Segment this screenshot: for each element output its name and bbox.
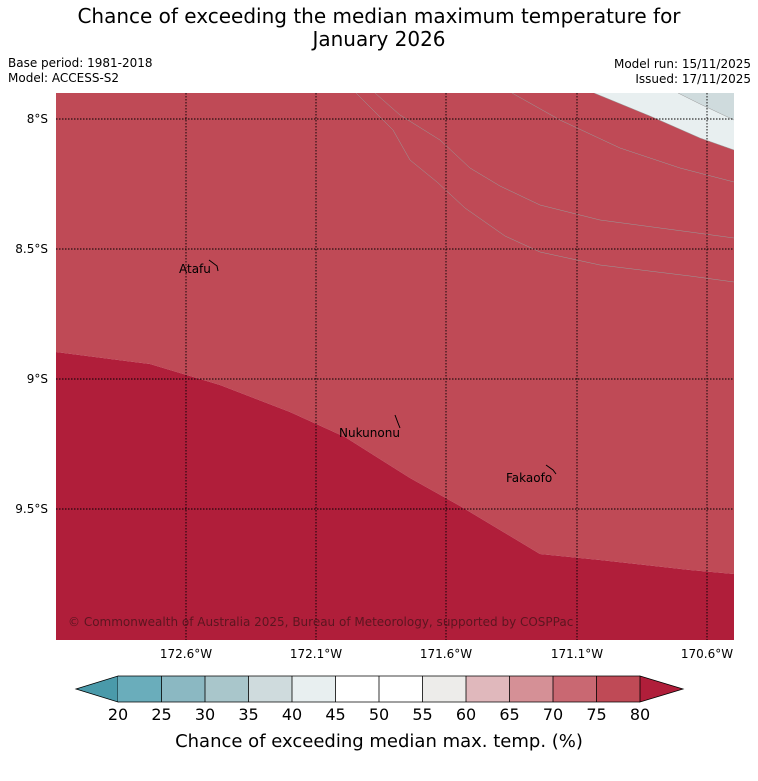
nukunonu-atoll-outline — [394, 414, 401, 429]
lat-label-9-5s: 9.5°S — [15, 502, 48, 516]
issued-date: Issued: 17/11/2025 — [635, 72, 751, 86]
model-name: Model: ACCESS-S2 — [8, 71, 120, 85]
colorbar-tick-35: 35 — [238, 705, 258, 724]
lon-label-171-6w: 171.6°W — [420, 647, 472, 661]
colorbar-bin-40-45 — [292, 676, 336, 702]
colorbar-bin-20-25 — [118, 676, 162, 702]
colorbar-bin-65-70 — [509, 676, 553, 702]
model-info: Base period: 1981-2018 Model: ACCESS-S2 — [8, 56, 153, 86]
place-atafu: Atafu — [179, 262, 211, 276]
colorbar-tick-55: 55 — [412, 705, 432, 724]
colorbar-tick-70: 70 — [543, 705, 563, 724]
colorbar-bin-30-35 — [205, 676, 249, 702]
probability-contours — [56, 93, 734, 640]
atoll-markers — [208, 259, 557, 475]
colorbar-dividers — [118, 675, 640, 703]
place-fakaofo: Fakaofo — [506, 471, 552, 485]
longitude-labels: 172.6°W 172.1°W 171.6°W 171.1°W 170.6°W — [160, 647, 733, 661]
region-75-80 — [56, 93, 734, 574]
lon-label-171-1w: 171.1°W — [551, 647, 603, 661]
colorbar-tick-labels: 20 25 30 35 40 45 50 55 60 65 70 75 80 — [108, 705, 650, 724]
title-line-1: Chance of exceeding the median maximum t… — [77, 4, 681, 28]
lon-label-172-6w: 172.6°W — [160, 647, 212, 661]
place-labels: Atafu Nukunonu Fakaofo — [179, 262, 552, 485]
fakaofo-atoll-outline — [545, 464, 557, 475]
model-run-date: Model run: 15/11/2025 — [613, 57, 751, 71]
copyright-notice: © Commonwealth of Australia 2025, Bureau… — [68, 615, 573, 629]
colorbar-tick-25: 25 — [151, 705, 171, 724]
region-above-80 — [56, 352, 734, 640]
lat-label-9s: 9°S — [27, 372, 48, 386]
colorbar-tick-80: 80 — [630, 705, 650, 724]
title-line-2: January 2026 — [312, 27, 446, 51]
colorbar-below-20 — [74, 675, 119, 703]
colorbar-tick-50: 50 — [369, 705, 389, 724]
place-nukunonu: Nukunonu — [339, 426, 400, 440]
colorbar-bin-70-75 — [553, 676, 597, 702]
colorbar-tick-65: 65 — [499, 705, 519, 724]
latitude-labels: 8°S 8.5°S 9°S 9.5°S — [15, 112, 48, 516]
colorbar-bin-25-30 — [161, 676, 205, 702]
colorbar-tick-30: 30 — [195, 705, 215, 724]
colorbar: 20 25 30 35 40 45 50 55 60 65 70 75 80 C… — [74, 675, 685, 752]
colorbar-bin-75-80 — [596, 676, 640, 702]
colorbar-bin-45-50 — [335, 676, 379, 702]
lon-label-170-6w: 170.6°W — [681, 647, 733, 661]
colorbar-tick-45: 45 — [325, 705, 345, 724]
lon-label-172-1w: 172.1°W — [290, 647, 342, 661]
graticule — [56, 93, 734, 640]
colorbar-tick-75: 75 — [586, 705, 606, 724]
atafu-atoll-outline — [208, 259, 219, 272]
contour-lines — [355, 93, 734, 283]
colorbar-tick-60: 60 — [456, 705, 476, 724]
chart-title: Chance of exceeding the median maximum t… — [0, 5, 758, 51]
colorbar-tick-20: 20 — [108, 705, 128, 724]
colorbar-above-80 — [639, 675, 685, 703]
colorbar-bin-55-60 — [422, 676, 466, 702]
colorbar-bin-60-65 — [466, 676, 510, 702]
lat-label-8s: 8°S — [27, 112, 48, 126]
run-info: Model run: 15/11/2025 Issued: 17/11/2025 — [614, 57, 751, 87]
colorbar-bin-35-40 — [248, 676, 292, 702]
colorbar-tick-40: 40 — [282, 705, 302, 724]
colorbar-bin-50-55 — [379, 676, 423, 702]
base-period: Base period: 1981-2018 — [8, 56, 153, 70]
lat-label-8-5s: 8.5°S — [15, 242, 48, 256]
colorbar-title: Chance of exceeding median max. temp. (%… — [175, 731, 583, 752]
